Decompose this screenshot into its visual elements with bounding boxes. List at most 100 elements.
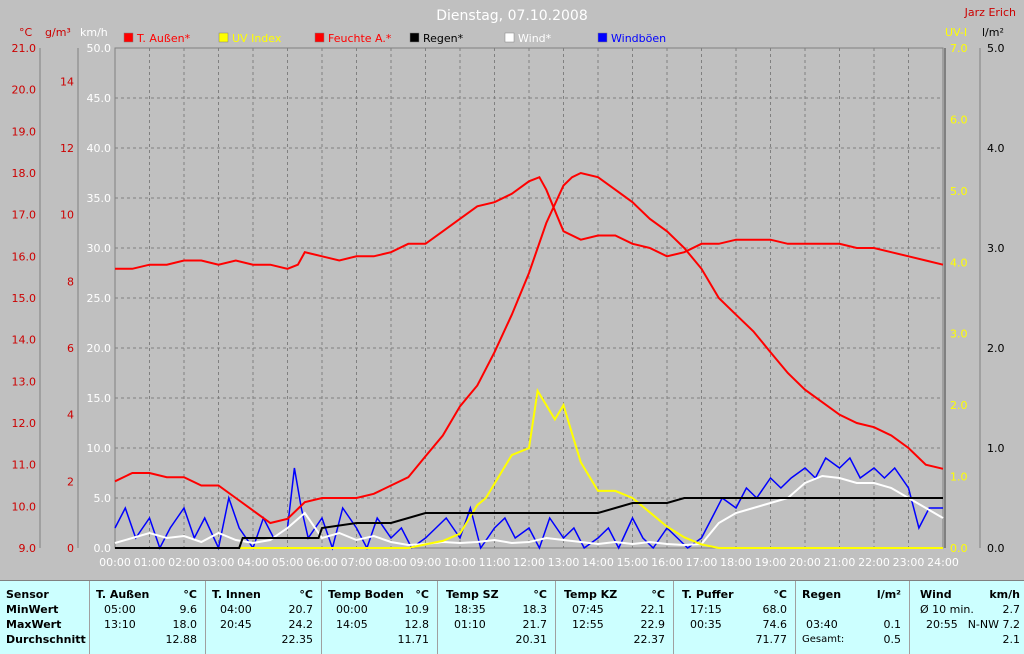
min-time: 17:15 xyxy=(690,603,722,616)
x-tick-label: 01:00 xyxy=(134,556,166,569)
uv-tick-label: 4.0 xyxy=(950,256,968,269)
x-tick-label: 17:00 xyxy=(686,556,718,569)
max-time: 13:10 xyxy=(104,618,136,631)
series-line xyxy=(115,175,944,270)
uv-tick-label: 3.0 xyxy=(950,328,968,341)
wind-tick-label: 20.0 xyxy=(87,342,112,355)
wind-tick-label: 40.0 xyxy=(87,142,112,155)
series-line xyxy=(115,497,943,549)
min-value: 22.1 xyxy=(640,603,666,616)
regen-max-val: 0.1 xyxy=(883,618,902,631)
chart-title: Dienstag, 07.10.2008 xyxy=(436,8,587,24)
series-line xyxy=(114,171,944,525)
wind-tick-label: 45.0 xyxy=(87,92,112,105)
legend-swatch xyxy=(218,32,229,43)
hum-tick-label: 2 xyxy=(67,475,74,488)
wind-tick-label: 35.0 xyxy=(87,192,112,205)
legend-label: T. Außen* xyxy=(136,32,191,45)
x-tick-label: 06:00 xyxy=(306,556,338,569)
legend-label: Windböen xyxy=(611,32,666,45)
x-tick-label: 22:00 xyxy=(858,556,890,569)
wind-max-val: N-NW 7.2 xyxy=(967,618,1020,631)
sensor-column: Temp Boden °C 00:00 10.9 14:05 12.8 11.71 xyxy=(322,581,438,654)
sensor-column: T. Puffer °C 17:15 68.0 00:35 74.6 71.77 xyxy=(676,581,796,654)
avg-value: 20.31 xyxy=(515,633,548,646)
max-value: 18.0 xyxy=(172,618,198,631)
row-labels: Sensor MinWert MaxWert Durchschnitt xyxy=(0,581,90,654)
rain-tick-label: 2.0 xyxy=(987,342,1005,355)
rain-tick-label: 3.0 xyxy=(987,242,1005,255)
temp-tick-label: 16.0 xyxy=(12,250,37,263)
x-tick-label: 05:00 xyxy=(272,556,304,569)
max-time: 20:45 xyxy=(220,618,252,631)
sensor-column: T. Außen °C 05:00 9.6 13:10 18.0 12.88 xyxy=(90,581,206,654)
x-tick-label: 03:00 xyxy=(203,556,235,569)
temp-unit-label: °C xyxy=(19,26,33,39)
x-tick-label: 08:00 xyxy=(375,556,407,569)
x-tick-label: 10:00 xyxy=(444,556,476,569)
sensor-name: Temp SZ xyxy=(446,588,499,601)
wind-tick-label: 5.0 xyxy=(94,492,112,505)
hum-tick-label: 14 xyxy=(60,75,74,88)
uv-tick-label: 7.0 xyxy=(950,42,968,55)
temp-tick-label: 14.0 xyxy=(12,334,37,347)
wind-tick-label: 15.0 xyxy=(87,392,112,405)
legend-swatch xyxy=(123,32,134,43)
temp-tick-label: 12.0 xyxy=(12,417,37,430)
wind-min-val: 2.7 xyxy=(1002,603,1021,616)
sensor-unit: °C xyxy=(773,588,787,601)
wind-name: Wind xyxy=(920,588,952,601)
series-line xyxy=(115,388,943,549)
min-time: 04:00 xyxy=(220,603,252,616)
min-value: 20.7 xyxy=(288,603,314,616)
x-tick-label: 07:00 xyxy=(341,556,373,569)
temp-tick-label: 9.0 xyxy=(19,542,37,555)
x-tick-label: 12:00 xyxy=(513,556,545,569)
wind-min-label: Ø 10 min. xyxy=(920,603,974,616)
max-value: 74.6 xyxy=(762,618,788,631)
regen-max-time: 03:40 xyxy=(806,618,838,631)
x-tick-label: 16:00 xyxy=(651,556,683,569)
author-label: Jarz Erich xyxy=(964,6,1016,19)
hum-tick-label: 12 xyxy=(60,142,74,155)
temp-tick-label: 11.0 xyxy=(12,459,37,472)
wind-tick-label: 30.0 xyxy=(87,242,112,255)
wind-column: Wind km/h Ø 10 min. 2.7 20:55 N-NW 7.2 2.1 xyxy=(910,581,1024,654)
min-value: 10.9 xyxy=(404,603,430,616)
x-tick-label: 20:00 xyxy=(789,556,821,569)
label-avg: Durchschnitt xyxy=(6,633,86,646)
avg-value: 22.35 xyxy=(281,633,314,646)
wind-tick-label: 25.0 xyxy=(87,292,112,305)
regen-gesamt-val: 0.5 xyxy=(883,633,902,646)
temp-tick-label: 20.0 xyxy=(12,84,37,97)
min-value: 68.0 xyxy=(762,603,788,616)
sensor-unit: °C xyxy=(651,588,665,601)
weather-chart: 00:00 01:00 02:00 03:00 04:00 05:00 06:00 07:00… xyxy=(12,6,1017,569)
temp-tick-label: 17.0 xyxy=(12,209,37,222)
wind-tick-label: 0.0 xyxy=(94,542,112,555)
series-line xyxy=(114,474,944,547)
temp-tick-label: 18.0 xyxy=(12,167,37,180)
stats-table: Sensor MinWert MaxWert Durchschnitt T. A… xyxy=(0,580,1024,654)
avg-value: 12.88 xyxy=(165,633,198,646)
wind-tick-label: 10.0 xyxy=(87,442,112,455)
x-tick-label: 15:00 xyxy=(617,556,649,569)
x-tick-label: 14:00 xyxy=(582,556,614,569)
max-value: 12.8 xyxy=(404,618,430,631)
rain-tick-label: 4.0 xyxy=(987,142,1005,155)
sensor-column: Temp SZ °C 18:35 18.3 01:10 21.7 20.31 xyxy=(440,581,556,654)
temp-tick-label: 19.0 xyxy=(12,125,37,138)
min-value: 9.6 xyxy=(179,603,198,616)
legend-swatch xyxy=(314,32,325,43)
uv-tick-label: 0.0 xyxy=(950,542,968,555)
temp-tick-label: 21.0 xyxy=(12,42,37,55)
max-time: 01:10 xyxy=(454,618,486,631)
legend-label: UV Index xyxy=(232,32,282,45)
legend-label: Feuchte A.* xyxy=(328,32,392,45)
hum-unit-label: g/m³ xyxy=(45,26,71,39)
wind-tick-label: 50.0 xyxy=(87,42,112,55)
temp-tick-label: 13.0 xyxy=(12,375,37,388)
rain-unit-label: l/m² xyxy=(982,26,1004,39)
hum-tick-label: 4 xyxy=(67,409,74,422)
avg-value: 71.77 xyxy=(755,633,788,646)
